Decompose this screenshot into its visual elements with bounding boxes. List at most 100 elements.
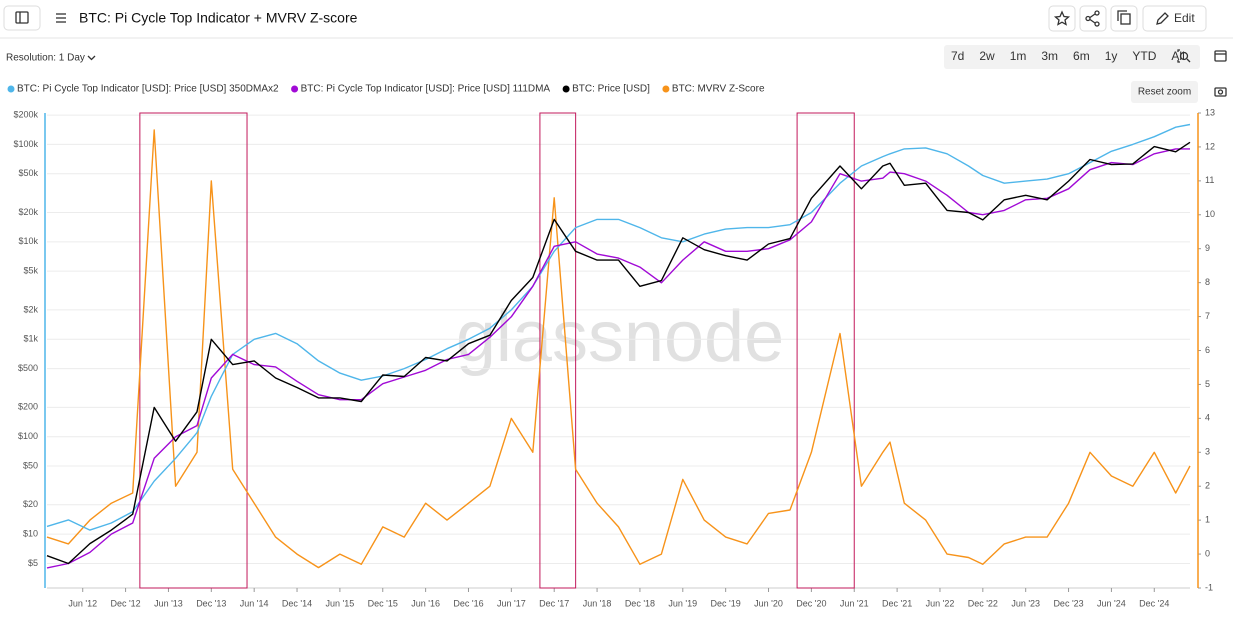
x-tick-label: Jun '12 bbox=[68, 598, 97, 608]
y2-tick-label: 9 bbox=[1205, 243, 1210, 253]
x-tick-label: Dec '13 bbox=[196, 598, 226, 608]
y2-tick-label: 6 bbox=[1205, 345, 1210, 355]
calendar-icon[interactable] bbox=[1214, 50, 1227, 62]
x-tick-label: Jun '18 bbox=[583, 598, 612, 608]
x-tick-label: Jun '21 bbox=[840, 598, 869, 608]
range-button[interactable]: 6m bbox=[1073, 49, 1090, 63]
x-tick-label: Jun '24 bbox=[1097, 598, 1126, 608]
star-icon bbox=[1053, 10, 1071, 26]
y2-tick-label: 4 bbox=[1205, 413, 1210, 423]
legend-label[interactable]: BTC: Price [USD] bbox=[572, 84, 650, 95]
share-icon bbox=[1085, 10, 1100, 27]
x-tick-label: Jun '23 bbox=[1011, 598, 1040, 608]
y-tick-label: $20 bbox=[23, 499, 38, 509]
y-tick-label: $100k bbox=[13, 139, 38, 149]
reset-zoom-button[interactable] bbox=[1131, 81, 1198, 103]
list-icon bbox=[56, 13, 66, 23]
x-tick-label: Dec '24 bbox=[1139, 598, 1169, 608]
camera-icon[interactable] bbox=[1214, 87, 1227, 97]
copy-icon bbox=[1117, 10, 1131, 25]
sidebar-icon bbox=[15, 11, 29, 24]
y-tick-label: $500 bbox=[18, 363, 38, 373]
range-button[interactable]: 7d bbox=[951, 49, 964, 63]
highlight-range bbox=[139, 112, 248, 589]
y2-tick-label: 1 bbox=[1205, 515, 1210, 525]
range-buttons: 7d 2w 1m 3m 6m 1y YTD All bbox=[951, 49, 1185, 63]
legend-label[interactable]: BTC: Pi Cycle Top Indicator [USD]: Price… bbox=[17, 84, 279, 95]
y2-tick-label: 5 bbox=[1205, 379, 1210, 389]
y2-tick-label: 11 bbox=[1205, 175, 1214, 185]
y-tick-label: $20k bbox=[18, 207, 38, 217]
y-tick-label: $1k bbox=[23, 334, 38, 344]
y-tick-label: $10 bbox=[23, 529, 38, 539]
resolution-caret bbox=[87, 55, 96, 61]
y-tick-label: $5 bbox=[28, 558, 38, 568]
y-tick-label: $50 bbox=[23, 460, 38, 470]
zoom-icon bbox=[1177, 49, 1191, 63]
chart: $5 $10 $20 $50 $100 $200 $500 $1k $2k $5k $10k $20k… bbox=[13, 107, 1215, 608]
legend-label[interactable]: BTC: Pi Cycle Top Indicator [USD]: Price… bbox=[301, 84, 551, 95]
x-tick-label: Jun '22 bbox=[926, 598, 955, 608]
resolution-label[interactable]: Resolution: 1 Day bbox=[6, 53, 85, 64]
x-tick-label: Jun '14 bbox=[240, 598, 269, 608]
series-line bbox=[46, 129, 1191, 569]
x-tick-label: Dec '18 bbox=[625, 598, 655, 608]
copy-button[interactable] bbox=[1110, 5, 1138, 32]
y2-tick-label: 0 bbox=[1205, 548, 1210, 558]
legend-marker bbox=[662, 85, 670, 93]
y-tick-label: $50k bbox=[18, 168, 38, 178]
range-button[interactable]: 3m bbox=[1041, 49, 1058, 63]
edit-label: Edit bbox=[1174, 11, 1195, 25]
range-button[interactable]: 1m bbox=[1010, 49, 1027, 63]
y-tick-label: $200 bbox=[18, 402, 38, 412]
x-tick-label: Dec '21 bbox=[882, 598, 912, 608]
highlight-range bbox=[539, 112, 577, 589]
y2-tick-label: -1 bbox=[1205, 582, 1213, 592]
x-tick-label: Dec '17 bbox=[539, 598, 569, 608]
edit-button[interactable] bbox=[1142, 5, 1207, 32]
page-title: BTC: Pi Cycle Top Indicator + MVRV Z-sco… bbox=[79, 10, 358, 26]
share-button[interactable] bbox=[1079, 5, 1107, 32]
range-button[interactable]: 1y bbox=[1105, 49, 1118, 63]
x-tick-label: Dec '19 bbox=[711, 598, 741, 608]
x-tick-label: Jun '17 bbox=[497, 598, 526, 608]
y-tick-label: $10k bbox=[18, 236, 38, 246]
x-tick-label: Dec '22 bbox=[968, 598, 998, 608]
sidebar-toggle[interactable] bbox=[3, 5, 41, 31]
legend-marker bbox=[7, 85, 15, 93]
x-tick-label: Dec '20 bbox=[796, 598, 826, 608]
range-bar bbox=[944, 45, 1200, 69]
y-tick-label: $100 bbox=[18, 431, 38, 441]
legend-marker bbox=[291, 85, 299, 93]
y2-tick-label: 12 bbox=[1205, 141, 1215, 151]
legend-marker bbox=[562, 85, 570, 93]
x-tick-label: Dec '16 bbox=[453, 598, 483, 608]
x-tick-label: Dec '23 bbox=[1053, 598, 1083, 608]
x-tick-label: Jun '15 bbox=[326, 598, 355, 608]
x-tick-label: Jun '16 bbox=[411, 598, 440, 608]
watermark: glassnode bbox=[456, 297, 784, 377]
y-tick-label: $200k bbox=[13, 109, 38, 119]
y2-tick-label: 10 bbox=[1205, 209, 1215, 219]
x-tick-label: Dec '12 bbox=[110, 598, 140, 608]
reset-zoom-label: Reset zoom bbox=[1138, 87, 1191, 98]
series-line bbox=[46, 123, 1191, 531]
legend: BTC: Pi Cycle Top Indicator [USD]: Price… bbox=[7, 84, 765, 95]
x-tick-label: Jun '19 bbox=[668, 598, 697, 608]
y2-tick-label: 2 bbox=[1205, 481, 1210, 491]
x-tick-label: Dec '15 bbox=[368, 598, 398, 608]
y-tick-label: $5k bbox=[23, 266, 38, 276]
series-line bbox=[46, 141, 1191, 565]
range-button[interactable]: YTD bbox=[1132, 49, 1156, 63]
range-button[interactable]: 2w bbox=[979, 49, 995, 63]
edit-icon bbox=[1156, 12, 1169, 25]
range-button[interactable]: All bbox=[1171, 49, 1184, 63]
x-tick-label: Jun '13 bbox=[154, 598, 183, 608]
legend-label[interactable]: BTC: MVRV Z-Score bbox=[672, 84, 765, 95]
x-tick-label: Dec '14 bbox=[282, 598, 312, 608]
star-button[interactable] bbox=[1048, 5, 1076, 32]
x-tick-label: Jun '20 bbox=[754, 598, 783, 608]
highlight-range bbox=[796, 112, 855, 589]
y2-tick-label: 3 bbox=[1205, 447, 1210, 457]
